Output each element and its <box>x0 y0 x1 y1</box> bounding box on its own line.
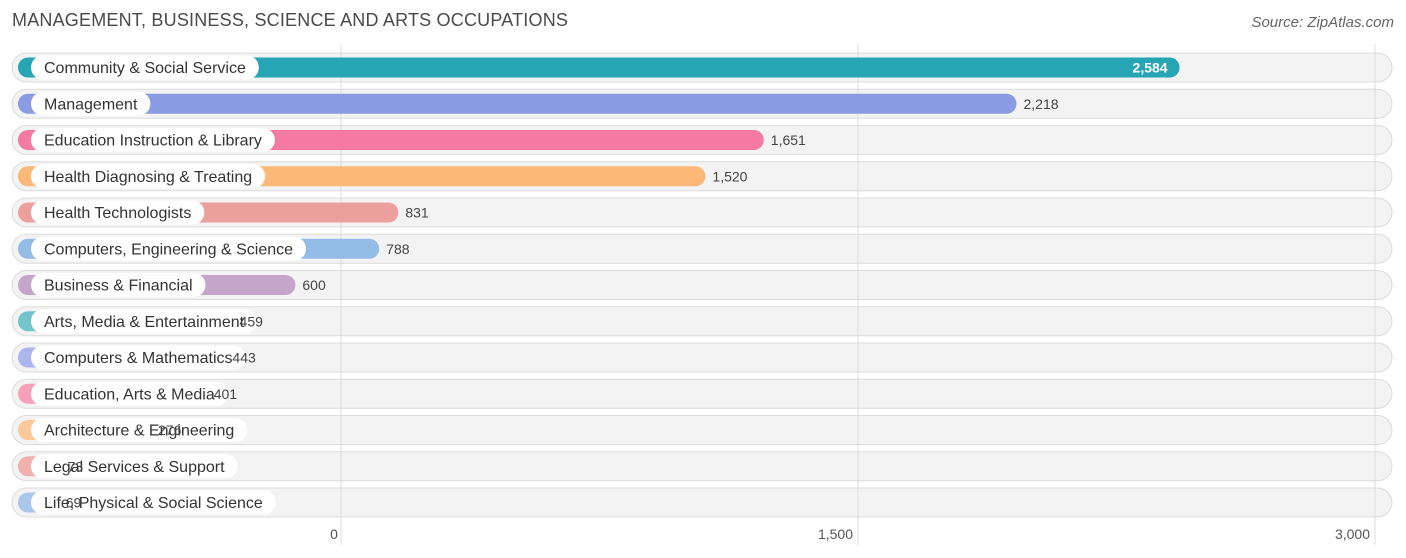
category-label-pill <box>31 236 307 261</box>
row-background <box>11 342 1393 373</box>
category-label-pill <box>31 490 276 515</box>
chart-source: Source: ZipAtlas.com <box>1251 14 1394 31</box>
bar <box>18 57 1180 78</box>
category-label: Legal Services & Support <box>44 459 225 476</box>
row-background <box>11 306 1393 337</box>
bars: Community & Social Service 2,584 Managemen… <box>18 55 1180 515</box>
category-label-pill <box>31 55 259 80</box>
category-label: Community & Social Service <box>44 60 246 77</box>
category-label-pill <box>31 381 228 406</box>
category-label-pill <box>31 164 266 189</box>
value-label: 443 <box>232 350 256 366</box>
value-label: 459 <box>240 313 264 329</box>
category-label: Arts, Media & Entertainment <box>44 314 245 331</box>
value-label: 1,520 <box>712 168 747 184</box>
category-label: Computers & Mathematics <box>44 350 233 367</box>
category-label-pill <box>31 309 258 334</box>
category-label: Life, Physical & Social Science <box>44 495 263 512</box>
category-label-pill <box>31 345 246 370</box>
x-tick-label: 0 <box>330 526 338 542</box>
row-background <box>11 415 1393 445</box>
x-axis-ticks: 0 1,500 3,000 <box>330 526 1370 542</box>
bar <box>18 93 1017 114</box>
category-label: Management <box>44 96 138 113</box>
value-label: 276 <box>158 422 182 438</box>
category-label: Health Diagnosing & Treating <box>44 169 252 186</box>
row-background <box>11 451 1393 482</box>
row-background <box>11 270 1393 300</box>
x-tick-label: 3,000 <box>1335 526 1370 542</box>
category-label: Computers, Engineering & Science <box>44 241 293 258</box>
chart-title: MANAGEMENT, BUSINESS, SCIENCE AND ARTS O… <box>12 10 569 30</box>
category-label-pill <box>31 128 275 152</box>
value-label: 600 <box>302 277 326 293</box>
category-label: Education Instruction & Library <box>44 133 262 150</box>
x-tick-label: 1,500 <box>818 526 853 542</box>
category-label: Architecture & Engineering <box>44 423 234 440</box>
value-label: 401 <box>214 386 238 402</box>
value-label: 2,218 <box>1023 96 1058 112</box>
row-background <box>11 487 1393 518</box>
value-label: 73 <box>68 458 84 474</box>
category-label: Education, Arts & Media <box>44 386 215 403</box>
category-label-pill <box>31 91 151 116</box>
category-label: Business & Financial <box>44 278 193 295</box>
value-label: 831 <box>405 205 429 221</box>
gridlines <box>340 44 1376 545</box>
value-label: 2,584 <box>1133 60 1168 76</box>
row-background <box>11 378 1393 409</box>
category-label-pill <box>31 418 248 442</box>
category-label-pill <box>31 200 205 225</box>
value-label: 69 <box>66 495 82 511</box>
category-label: Health Technologists <box>44 205 191 222</box>
value-label: 1,651 <box>771 132 806 148</box>
category-label-pill <box>31 273 206 297</box>
category-label-pill <box>31 454 238 479</box>
value-label: 788 <box>386 241 410 257</box>
